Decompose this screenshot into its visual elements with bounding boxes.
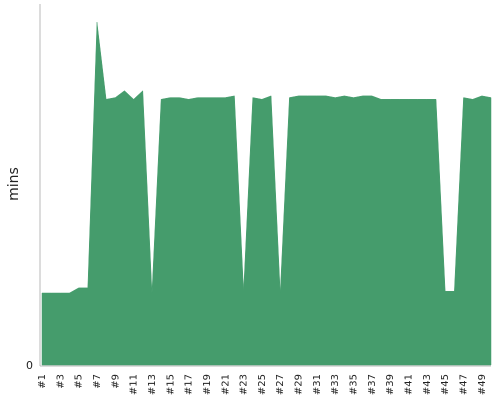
y-tick-labels: 0 <box>26 359 33 372</box>
x-tick-label: #35 <box>349 374 360 395</box>
x-tick-label: #17 <box>184 374 195 395</box>
x-tick-label: #23 <box>239 374 250 395</box>
plot-area <box>41 22 492 366</box>
x-tick-label: #21 <box>220 374 231 395</box>
x-tick-label: #43 <box>422 374 433 395</box>
x-tick-label: #31 <box>312 374 323 395</box>
x-tick-label: #39 <box>385 374 396 395</box>
x-tick-label: #9 <box>110 374 121 389</box>
series-area <box>41 22 492 366</box>
x-tick-label: #47 <box>459 374 470 395</box>
x-tick-label: #49 <box>477 374 488 395</box>
x-tick-label: #11 <box>129 374 140 395</box>
y-tick-label: 0 <box>26 359 33 372</box>
x-tick-label: #33 <box>330 374 341 395</box>
x-tick-label: #29 <box>294 374 305 395</box>
x-tick-label: #5 <box>74 374 85 389</box>
x-tick-label: #13 <box>147 374 158 395</box>
x-tick-label: #37 <box>367 374 378 395</box>
y-axis-label: mins <box>6 167 22 201</box>
x-tick-label: #25 <box>257 374 268 395</box>
x-tick-label: #15 <box>165 374 176 395</box>
x-tick-label: #45 <box>440 374 451 395</box>
x-tick-label: #19 <box>202 374 213 395</box>
x-tick-label: #27 <box>275 374 286 395</box>
x-tick-label: #1 <box>37 374 48 389</box>
x-tick-labels: #1 #3 #5 #7 #9 #11 #13 #15 #17 #19 #21 #23 #25 #27 #29… <box>37 374 488 395</box>
x-tick-label: #41 <box>404 374 415 395</box>
x-tick-label: #7 <box>92 374 103 389</box>
x-tick-label: #3 <box>55 374 66 389</box>
